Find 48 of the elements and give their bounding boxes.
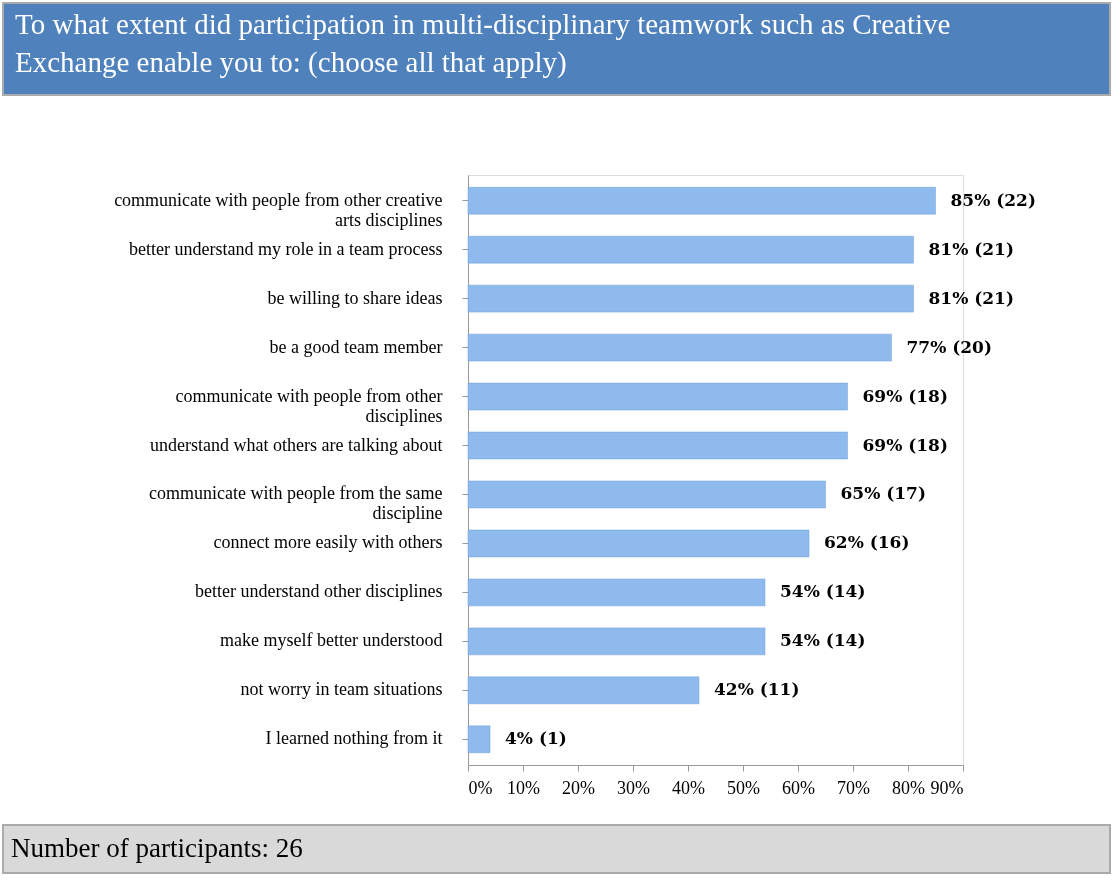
x-tick-label: 70% (837, 777, 870, 798)
data-label: 81% (21) (928, 287, 1014, 308)
bar (467, 627, 766, 656)
y-tick-label: better understand other disciplines (195, 581, 443, 602)
data-label: 54% (14) (780, 630, 866, 651)
text: Number of participants: 26 (11, 833, 303, 863)
data-label: 69% (18) (862, 385, 948, 406)
bar (467, 333, 892, 362)
bar (467, 529, 810, 558)
bar (467, 676, 700, 705)
y-tick-label: communicate with people from other creative arts disciplines (114, 189, 443, 230)
bar (467, 186, 936, 215)
data-label: 54% (14) (780, 581, 866, 602)
bar (467, 235, 914, 264)
data-label: 69% (18) (862, 434, 948, 455)
bar (467, 431, 848, 460)
bar (467, 725, 491, 754)
y-tick-label: communicate with people from other disciplines (175, 385, 443, 426)
chart-title: To what extent did participation in multi-disciplinary teamwork such as Creative Exchange enable you to: (choose all that apply) (15, 8, 951, 79)
y-tick-label: be a good team member (269, 336, 443, 357)
bar (467, 382, 848, 411)
y-tick-label: understand what others are talking about (150, 434, 443, 455)
y-tick-label: better understand my role in a team process (129, 238, 443, 259)
x-tick-label: 80% (892, 777, 925, 798)
data-label: 42% (11) (714, 679, 800, 700)
data-label: 4% (1) (505, 728, 567, 749)
x-tick-label: 90% (930, 777, 964, 798)
data-label: 85% (22) (950, 189, 1036, 210)
y-tick-label: connect more easily with others (213, 532, 443, 553)
y-tick-label: make myself better understood (220, 630, 443, 651)
x-tick-label: 40% (672, 777, 705, 798)
x-tick-label: 30% (617, 777, 650, 798)
x-tick-label: 20% (562, 777, 595, 798)
data-label: 62% (16) (824, 532, 910, 553)
x-tick-label: 50% (727, 777, 760, 798)
x-tick-label: 60% (782, 777, 815, 798)
data-label: 81% (21) (928, 238, 1014, 259)
data-label: 77% (20) (906, 336, 992, 357)
data-label: 65% (17) (840, 483, 926, 504)
bar (467, 480, 826, 509)
y-tick-label: not worry in team situations (240, 679, 443, 700)
x-tick-label: 0% (468, 777, 493, 798)
bar (467, 578, 766, 607)
bar (467, 284, 914, 313)
y-tick-label: I learned nothing from it (265, 728, 443, 749)
x-tick-label: 10% (507, 777, 540, 798)
y-tick-label: be willing to share ideas (267, 287, 443, 308)
y-tick-label: communicate with people from the same discipline (149, 483, 443, 524)
